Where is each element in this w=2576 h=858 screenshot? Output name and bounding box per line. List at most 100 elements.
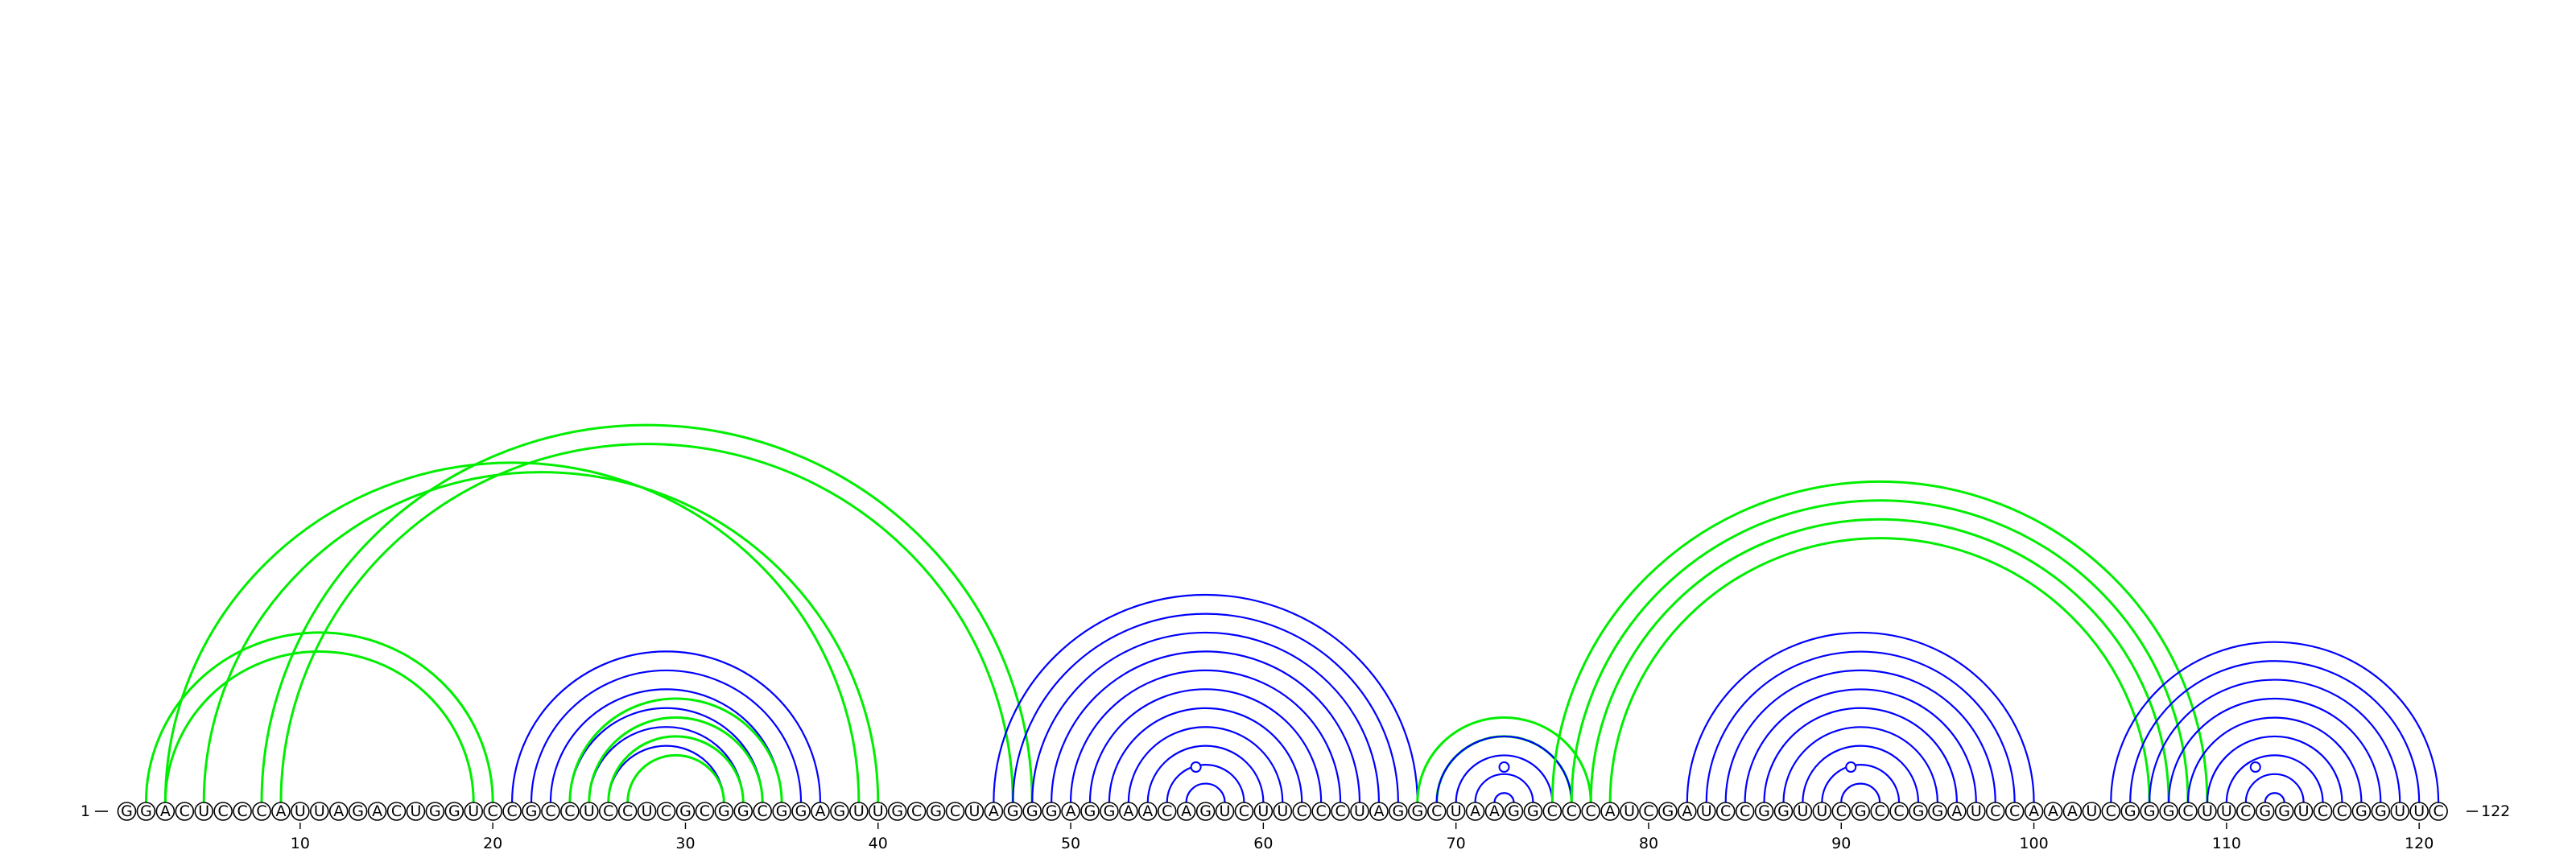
nucleotide-circle: [502, 802, 522, 821]
nucleotide-circle: [1581, 802, 1600, 821]
base-pair-arc: [1108, 707, 1303, 803]
nucleotide-letter: U: [1257, 802, 1269, 820]
nucleotide-circle: [1812, 802, 1832, 821]
nucleotide-letter: C: [1720, 802, 1731, 820]
nucleotide-letter: C: [1316, 802, 1327, 820]
nucleotide-letter: C: [237, 802, 247, 820]
nucleotide-letter: C: [2009, 802, 2020, 820]
tick-label: 50: [1061, 835, 1080, 852]
pseudoknot-arc: [1589, 518, 2170, 803]
nucleotide-circle: [522, 802, 541, 821]
nucleotide-letter: G: [776, 802, 788, 820]
nucleotide-circle: [309, 802, 329, 821]
tick-label: 60: [1253, 835, 1273, 852]
nucleotide-circle: [772, 802, 791, 821]
base-pair-arc: [1705, 650, 2016, 803]
nucleotide-letter: G: [1758, 802, 1770, 820]
nucleotide-letter: C: [545, 802, 555, 820]
pseudoknot-arc: [279, 443, 1014, 803]
base-pair-arc: [1763, 707, 1958, 803]
nucleotide-letter: C: [911, 802, 922, 820]
tick-label: 40: [869, 835, 888, 852]
nucleotide-circle: [675, 802, 696, 821]
gu-pair-marker: [2249, 761, 2261, 773]
nucleotide-letter: C: [564, 802, 575, 820]
nucleotide-letter: A: [1489, 802, 1500, 820]
nucleotide-circle: [1311, 802, 1331, 821]
nucleotide-letter: U: [1816, 802, 1827, 820]
nucleotide-circle: [2082, 802, 2102, 821]
nucleotide-letter: U: [1451, 802, 1462, 820]
nucleotide-letter: C: [488, 802, 498, 820]
position-ticks: 10 20 30 40 50 60 70 80 90 100 110 120: [291, 823, 2434, 852]
nucleotide-letter: C: [1431, 802, 1442, 820]
base-pair-arc: [1031, 631, 1381, 803]
base-pair-arcs: [144, 423, 2440, 803]
nucleotide-letter: C: [1990, 802, 2000, 820]
nucleotide-circle: [1735, 802, 1755, 821]
nucleotide-circle: [2198, 802, 2217, 821]
nucleotide-circle: [830, 802, 849, 821]
nucleotide-letter: G: [737, 802, 749, 820]
nucleotide-circle: [580, 802, 599, 821]
nucleotide-letter: U: [1971, 802, 1982, 820]
nucleotide-circle: [1985, 802, 2005, 821]
nucleotide-circle: [2236, 802, 2256, 821]
nucleotide-circle: [271, 802, 291, 821]
nucleotide-circle: [849, 802, 869, 821]
nucleotide-circle: [2429, 802, 2448, 821]
nucleotide-circle: [964, 802, 985, 821]
nucleotide-circle: [1831, 802, 1852, 821]
nucleotide-circle: [1234, 802, 1254, 821]
nucleotide-circle: [1003, 802, 1023, 821]
tick-label: 120: [2405, 835, 2434, 852]
nucleotide-letter: C: [2240, 802, 2251, 820]
base-pair-arc: [1493, 792, 1515, 803]
nucleotide-circle: [1793, 802, 1813, 821]
pseudoknot-arc: [144, 631, 494, 803]
nucleotide-letter: G: [2355, 802, 2368, 820]
nucleotide-circle: [1176, 802, 1196, 821]
nucleotide-letter: U: [468, 802, 479, 820]
nucleotide-letter: C: [2318, 802, 2328, 820]
nucleotide-letter: C: [1297, 802, 1307, 820]
nucleotide-circle: [1022, 802, 1042, 821]
nucleotide-letter: C: [1567, 802, 1577, 820]
nucleotide-circle: [1100, 802, 1119, 821]
nucleotide-letter: A: [160, 802, 171, 820]
base-pair-arc: [1821, 764, 1901, 803]
nucleotide-letter: C: [506, 802, 517, 820]
nucleotide-circle: [117, 802, 137, 821]
nucleotide-circle: [1273, 802, 1293, 821]
nucleotide-letter: A: [815, 802, 825, 820]
nucleotide-circle: [598, 802, 618, 821]
nucleotide-circle: [1851, 802, 1870, 821]
nucleotide-letter: G: [1913, 802, 1925, 820]
nucleotide-letter: C: [661, 802, 671, 820]
nucleotide-letter: C: [1586, 802, 1596, 820]
nucleotide-letter: A: [2067, 802, 2078, 820]
nucleotide-letter: A: [275, 802, 286, 820]
nucleotide-circle: [2293, 802, 2314, 821]
nucleotide-circle: [155, 802, 175, 821]
end-label: 122: [2481, 802, 2510, 820]
nucleotide-circle: [1678, 802, 1697, 821]
nucleotide-circle: [348, 802, 368, 821]
nucleotide-circle: [2062, 802, 2083, 821]
base-pair-arc: [1782, 726, 1939, 803]
nucleotide-letter: U: [198, 802, 209, 820]
nucleotide-circle: [753, 802, 772, 821]
nucleotide-letter: C: [758, 802, 768, 820]
base-pair-arc: [607, 745, 725, 803]
nucleotide-letter: A: [1605, 802, 1616, 820]
nucleotide-letter: C: [256, 802, 266, 820]
nucleotide-letter: G: [930, 802, 942, 820]
base-pair-arc: [2186, 716, 2363, 803]
nucleotide-circle: [1870, 802, 1889, 821]
nucleotide-circle: [2004, 802, 2025, 821]
nucleotide-letter: C: [1643, 802, 1653, 820]
nucleotide-letter: A: [1951, 802, 1962, 820]
nucleotide-circle: [1562, 802, 1582, 821]
nucleotide-circle: [1215, 802, 1235, 821]
nucleotide-circle: [868, 802, 888, 821]
